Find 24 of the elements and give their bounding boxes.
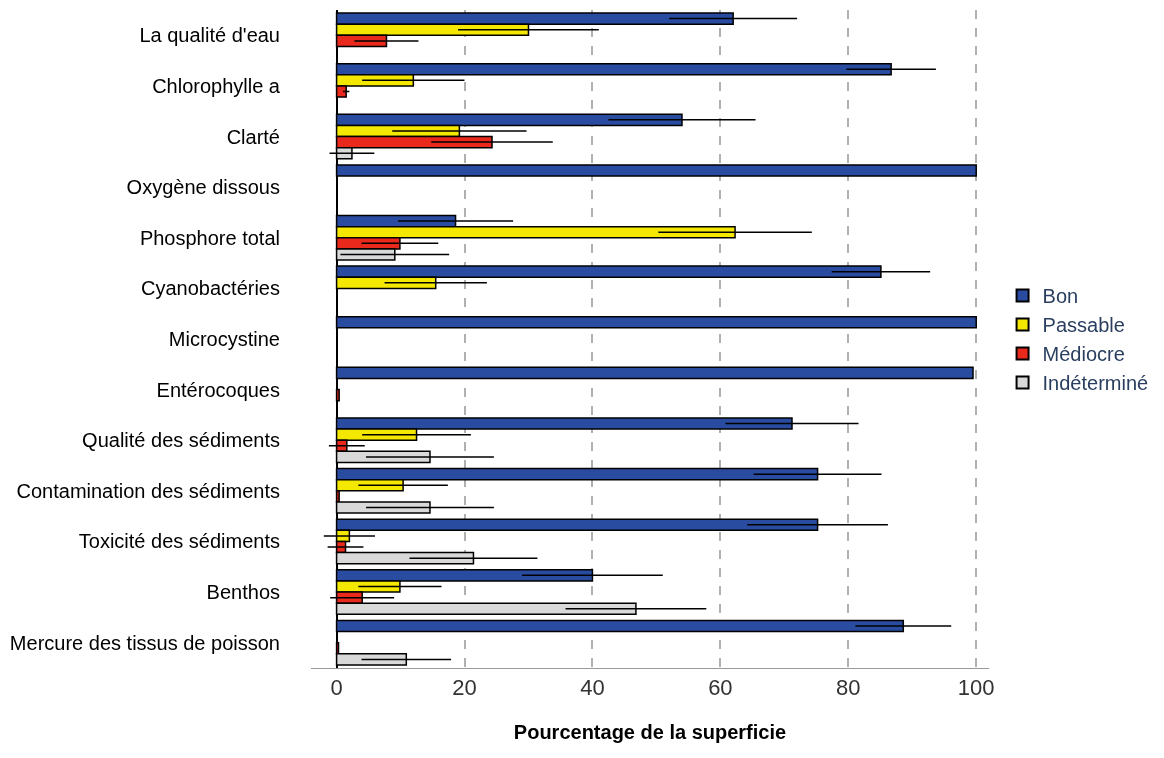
x-tick-label: 40 — [580, 675, 605, 701]
legend-label: Médiocre — [1042, 343, 1125, 366]
y-tick-label: La qualité d'eau — [139, 24, 280, 47]
y-tick-label: Toxicité des sédiments — [78, 530, 280, 553]
y-tick-label: Microcystine — [168, 328, 280, 350]
y-tick-label: Phosphore total — [139, 226, 280, 249]
y-tick-label: Chlorophylle a — [152, 74, 281, 97]
x-tick-label: 100 — [957, 675, 995, 701]
y-tick-label: Benthos — [206, 581, 280, 604]
x-tick-label: 0 — [330, 675, 343, 701]
y-tick-label: Clarté — [226, 125, 280, 148]
y-tick-label: Cyanobactéries — [141, 277, 280, 300]
legend-label: Bon — [1042, 285, 1079, 308]
x-tick-label: 80 — [836, 675, 861, 701]
y-tick-label: Contamination des sédiments — [16, 479, 280, 502]
legend-label: Indéterminé — [1042, 372, 1149, 395]
y-tick-label: Mercure des tissus de poisson — [9, 631, 280, 654]
x-axis-title: Pourcentage de la superficie — [513, 720, 787, 743]
x-tick-label: 20 — [452, 675, 477, 701]
y-tick-label: Entérocoques — [156, 378, 280, 401]
x-tick-label: 60 — [708, 675, 733, 701]
y-tick-label: Qualité des sédiments — [82, 429, 280, 452]
legend-label: Passable — [1042, 314, 1125, 337]
y-tick-label: Oxygène dissous — [126, 176, 280, 199]
